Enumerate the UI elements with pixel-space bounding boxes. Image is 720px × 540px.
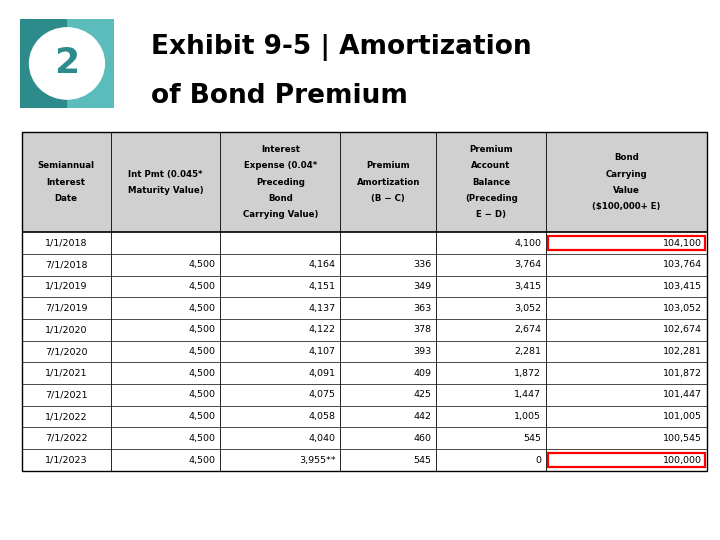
Text: 9-36: 9-36 — [676, 509, 702, 519]
Text: 101,447: 101,447 — [663, 390, 702, 400]
Text: 7/1/2021: 7/1/2021 — [45, 390, 87, 400]
Text: 7/1/2019: 7/1/2019 — [45, 303, 87, 313]
Text: Interest: Interest — [47, 178, 86, 187]
Text: 378: 378 — [413, 325, 431, 334]
Text: Balance: Balance — [472, 178, 510, 187]
Text: 100,000: 100,000 — [663, 456, 702, 464]
Text: 4,500: 4,500 — [189, 347, 215, 356]
Text: 103,052: 103,052 — [663, 303, 702, 313]
Text: Expense (0.04*: Expense (0.04* — [244, 161, 317, 171]
Text: 363: 363 — [413, 303, 431, 313]
Text: 4,100: 4,100 — [514, 239, 541, 247]
Text: E − D): E − D) — [476, 210, 506, 219]
Text: 4,500: 4,500 — [189, 412, 215, 421]
Text: 1/1/2022: 1/1/2022 — [45, 412, 87, 421]
Text: 3,955**: 3,955** — [299, 456, 336, 464]
Text: Premium: Premium — [469, 145, 513, 154]
Text: 4,500: 4,500 — [189, 282, 215, 291]
Text: Premium: Premium — [366, 161, 410, 171]
Text: 4,058: 4,058 — [309, 412, 336, 421]
Text: Carrying Value): Carrying Value) — [243, 210, 318, 219]
Bar — [67, 19, 114, 108]
Text: 3,415: 3,415 — [514, 282, 541, 291]
Text: Account: Account — [472, 161, 510, 171]
Text: 1,447: 1,447 — [514, 390, 541, 400]
Text: 1/1/2019: 1/1/2019 — [45, 282, 87, 291]
Text: 7/1/2020: 7/1/2020 — [45, 347, 87, 356]
Text: 101,005: 101,005 — [663, 412, 702, 421]
Text: 104,100: 104,100 — [663, 239, 702, 247]
Text: 393: 393 — [413, 347, 431, 356]
Text: Amortization: Amortization — [356, 178, 420, 187]
Circle shape — [30, 28, 104, 99]
Text: 4,107: 4,107 — [309, 347, 336, 356]
Text: Preceding: Preceding — [256, 178, 305, 187]
Text: 460: 460 — [413, 434, 431, 443]
Text: Exhibit 9-5 | Amortization: Exhibit 9-5 | Amortization — [151, 33, 532, 60]
Text: 1,005: 1,005 — [514, 412, 541, 421]
Text: 425: 425 — [413, 390, 431, 400]
Text: 7/1/2018: 7/1/2018 — [45, 260, 87, 269]
Text: 4,137: 4,137 — [308, 303, 336, 313]
Text: 349: 349 — [413, 282, 431, 291]
Text: 4,151: 4,151 — [309, 282, 336, 291]
Text: Interest: Interest — [261, 145, 300, 154]
Text: 102,674: 102,674 — [663, 325, 702, 334]
Text: 4,500: 4,500 — [189, 456, 215, 464]
Text: 4,164: 4,164 — [309, 260, 336, 269]
Text: 4,500: 4,500 — [189, 303, 215, 313]
Text: Copyright © 2019 Pearson Education, Inc.  All rights reserved.: Copyright © 2019 Pearson Education, Inc.… — [18, 509, 323, 519]
Text: 1/1/2020: 1/1/2020 — [45, 325, 87, 334]
Text: Date: Date — [55, 194, 78, 203]
Text: Semiannual: Semiannual — [37, 161, 94, 171]
Text: 2: 2 — [55, 46, 79, 80]
Bar — [22, 132, 707, 232]
Text: 1,872: 1,872 — [514, 369, 541, 378]
Text: 442: 442 — [413, 412, 431, 421]
Text: 3,052: 3,052 — [514, 303, 541, 313]
Text: 4,122: 4,122 — [309, 325, 336, 334]
Bar — [22, 232, 707, 471]
Text: 2,674: 2,674 — [514, 325, 541, 334]
Text: (Preceding: (Preceding — [464, 194, 518, 203]
Text: Carrying: Carrying — [606, 170, 647, 179]
Text: 0: 0 — [535, 456, 541, 464]
Text: 3,764: 3,764 — [514, 260, 541, 269]
Text: 1/1/2018: 1/1/2018 — [45, 239, 87, 247]
Text: 4,500: 4,500 — [189, 390, 215, 400]
Text: 4,091: 4,091 — [309, 369, 336, 378]
Text: of Bond Premium: of Bond Premium — [151, 83, 408, 110]
Bar — [548, 453, 705, 467]
Text: 2,281: 2,281 — [514, 347, 541, 356]
Text: 103,764: 103,764 — [663, 260, 702, 269]
Text: 409: 409 — [413, 369, 431, 378]
Text: Maturity Value): Maturity Value) — [127, 186, 203, 195]
Text: 103,415: 103,415 — [663, 282, 702, 291]
Text: 545: 545 — [413, 456, 431, 464]
Text: 4,075: 4,075 — [309, 390, 336, 400]
Bar — [548, 236, 705, 250]
Text: 4,500: 4,500 — [189, 260, 215, 269]
Text: 7/1/2022: 7/1/2022 — [45, 434, 87, 443]
Text: 336: 336 — [413, 260, 431, 269]
Text: 1/1/2021: 1/1/2021 — [45, 369, 87, 378]
Text: 101,872: 101,872 — [663, 369, 702, 378]
Text: 102,281: 102,281 — [663, 347, 702, 356]
Text: 4,040: 4,040 — [309, 434, 336, 443]
Text: ($100,000+ E): ($100,000+ E) — [593, 202, 661, 211]
Text: 4,500: 4,500 — [189, 369, 215, 378]
Text: Int Pmt (0.045*: Int Pmt (0.045* — [128, 170, 203, 179]
Text: 4,500: 4,500 — [189, 434, 215, 443]
Text: 1/1/2023: 1/1/2023 — [45, 456, 87, 464]
Text: 4,500: 4,500 — [189, 325, 215, 334]
Text: 100,545: 100,545 — [663, 434, 702, 443]
Text: 545: 545 — [523, 434, 541, 443]
Text: Value: Value — [613, 186, 640, 195]
Text: Bond: Bond — [614, 153, 639, 163]
Bar — [20, 19, 67, 108]
Text: (B − C): (B − C) — [372, 194, 405, 203]
Text: Bond: Bond — [268, 194, 293, 203]
